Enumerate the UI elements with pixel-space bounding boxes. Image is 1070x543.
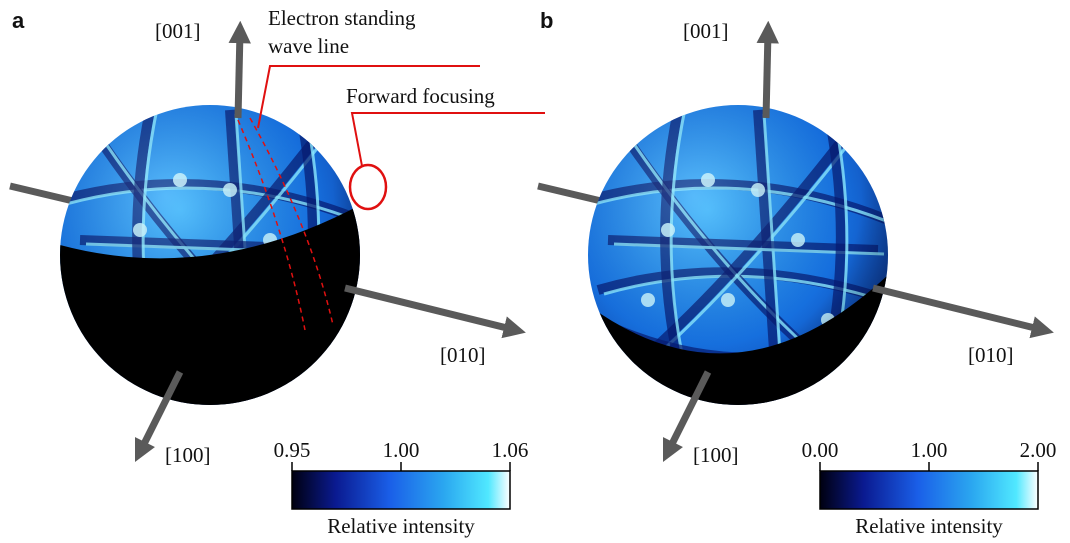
axis-label: [100] xyxy=(165,443,211,467)
axis-arrow xyxy=(238,32,240,118)
colorbar-tick-label: 1.00 xyxy=(911,438,948,462)
colorbar-tick-label: 2.00 xyxy=(1020,438,1057,462)
axis-label: [010] xyxy=(440,343,486,367)
annotation-text: Electron standing xyxy=(268,6,416,30)
colorbar-tick-label: 1.00 xyxy=(383,438,420,462)
colorbar-tick-label: 1.06 xyxy=(492,438,529,462)
sphere xyxy=(588,105,894,414)
colorbar xyxy=(292,471,510,509)
panel-label: b xyxy=(540,8,553,33)
axis-arrow xyxy=(873,288,1043,330)
annotation-leader xyxy=(352,113,545,166)
annotation-text: Forward focusing xyxy=(346,84,495,108)
colorbar-tick-label: 0.95 xyxy=(274,438,311,462)
sphere xyxy=(60,105,366,414)
colorbar xyxy=(820,471,1038,509)
colorbar-tick-label: 0.00 xyxy=(802,438,839,462)
colorbar-label: Relative intensity xyxy=(327,514,475,538)
axis-arrow xyxy=(766,32,768,118)
annotation-text: wave line xyxy=(268,34,349,58)
axis-label: [100] xyxy=(693,443,739,467)
figure: a [001] [010] [100] Electron standing wave li… xyxy=(0,0,1070,543)
colorbar-label: Relative intensity xyxy=(855,514,1003,538)
panel: b [001] [010] [100] 0.00 1.00 2.00 Relative int… xyxy=(538,8,1056,538)
panel-label: a xyxy=(12,8,25,33)
axis-label: [010] xyxy=(968,343,1014,367)
panel: a [001] [010] [100] Electron standing wave li… xyxy=(10,6,545,538)
axis-arrow xyxy=(345,288,515,330)
axis-label: [001] xyxy=(683,19,729,43)
axis-label: [001] xyxy=(155,19,201,43)
annotation-ellipse xyxy=(350,165,386,209)
